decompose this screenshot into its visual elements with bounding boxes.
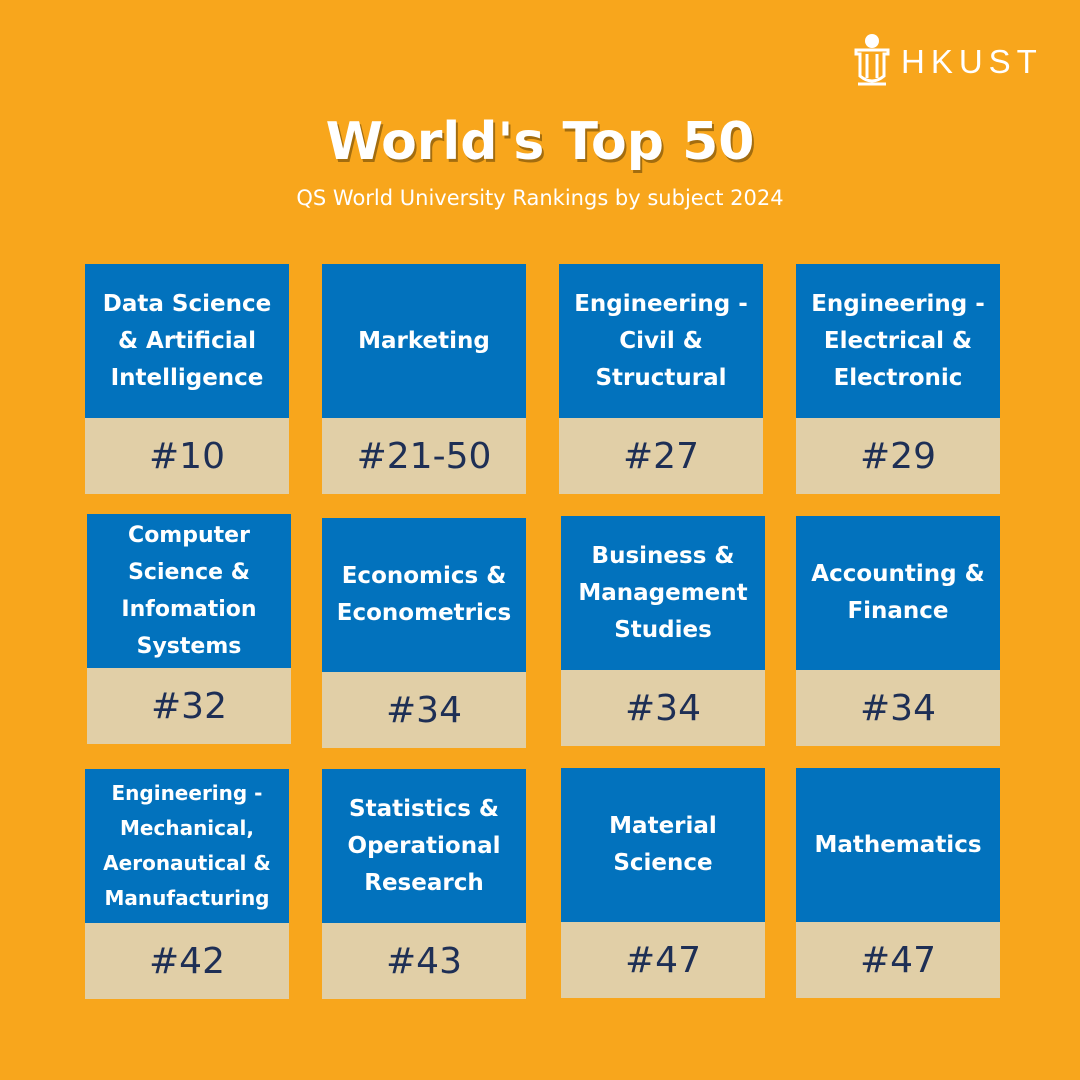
rank-panel: #42 xyxy=(85,923,289,999)
ranking-card: Engineering - Civil & Structural #27 xyxy=(559,264,763,496)
subject-label: Data Science & Artificial Intelligence xyxy=(102,290,272,391)
subject-panel: Mathematics xyxy=(796,768,1000,922)
subject-label: Marketing xyxy=(358,327,490,354)
rank-value: #10 xyxy=(149,435,225,477)
rank-value: #32 xyxy=(151,685,227,727)
subject-panel: Statistics & Operational Research xyxy=(322,769,526,923)
page-title: World's Top 50 xyxy=(325,112,755,172)
rank-panel: #32 xyxy=(87,668,291,744)
rank-value: #42 xyxy=(149,940,225,982)
subject-panel: Marketing xyxy=(322,264,526,418)
subject-label: Engineering - Civil & Structural xyxy=(574,290,748,391)
rank-panel: #10 xyxy=(85,418,289,494)
rank-panel: #34 xyxy=(561,670,765,746)
subject-panel: Accounting & Finance xyxy=(796,516,1000,670)
hkust-logo: HKUST xyxy=(853,32,1043,92)
ranking-card: Engineering - Electrical & Electronic #2… xyxy=(796,264,1000,496)
rank-panel: #43 xyxy=(322,923,526,999)
rank-value: #34 xyxy=(386,689,462,731)
rank-panel: #34 xyxy=(322,672,526,748)
subject-label: Accounting & Finance xyxy=(811,561,985,624)
rank-value: #27 xyxy=(623,435,699,477)
rank-panel: #34 xyxy=(796,670,1000,746)
rank-value: #34 xyxy=(860,687,936,729)
rank-panel: #47 xyxy=(561,922,765,998)
rank-panel: #27 xyxy=(559,418,763,494)
ranking-card: Mathematics #47 xyxy=(796,768,1000,1000)
rank-value: #47 xyxy=(860,939,936,981)
subject-label: Business & Management Studies xyxy=(578,542,748,643)
subject-panel: Computer Science & Infomation Systems xyxy=(87,514,291,668)
page-subtitle: QS World University Rankings by subject … xyxy=(296,186,784,210)
brand-name: HKUST xyxy=(901,43,1043,80)
ranking-card: Statistics & Operational Research #43 xyxy=(322,769,526,1001)
subject-label: Computer Science & Infomation Systems xyxy=(121,523,257,659)
subject-label: Engineering - Mechanical, Aeronautical &… xyxy=(103,781,271,910)
rank-value: #47 xyxy=(625,939,701,981)
rank-panel: #21-50 xyxy=(322,418,526,494)
ranking-card: Economics & Econometrics #34 xyxy=(322,518,526,750)
subject-label: Material Science xyxy=(609,813,717,876)
subject-label: Mathematics xyxy=(814,831,982,858)
rank-value: #43 xyxy=(386,940,462,982)
subject-label: Statistics & Operational Research xyxy=(347,795,501,896)
ranking-card: Engineering - Mechanical, Aeronautical &… xyxy=(85,769,289,1001)
ranking-card: Accounting & Finance #34 xyxy=(796,516,1000,748)
ranking-card: Computer Science & Infomation Systems #3… xyxy=(87,514,291,746)
ranking-card: Marketing #21-50 xyxy=(322,264,526,496)
rank-panel: #29 xyxy=(796,418,1000,494)
hkust-emblem-icon xyxy=(854,34,890,86)
subject-panel: Engineering - Electrical & Electronic xyxy=(796,264,1000,418)
subject-panel: Material Science xyxy=(561,768,765,922)
subject-panel: Engineering - Civil & Structural xyxy=(559,264,763,418)
rank-panel: #47 xyxy=(796,922,1000,998)
subject-panel: Engineering - Mechanical, Aeronautical &… xyxy=(85,769,289,923)
rank-value: #21-50 xyxy=(356,435,492,477)
ranking-card: Business & Management Studies #34 xyxy=(561,516,765,748)
subject-label: Economics & Econometrics xyxy=(336,563,512,626)
ranking-card: Material Science #47 xyxy=(561,768,765,1000)
subject-panel: Business & Management Studies xyxy=(561,516,765,670)
subject-label: Engineering - Electrical & Electronic xyxy=(811,290,985,391)
ranking-card: Data Science & Artificial Intelligence #… xyxy=(85,264,289,496)
rank-value: #34 xyxy=(625,687,701,729)
subject-panel: Data Science & Artificial Intelligence xyxy=(85,264,289,418)
subject-panel: Economics & Econometrics xyxy=(322,518,526,672)
rank-value: #29 xyxy=(860,435,936,477)
